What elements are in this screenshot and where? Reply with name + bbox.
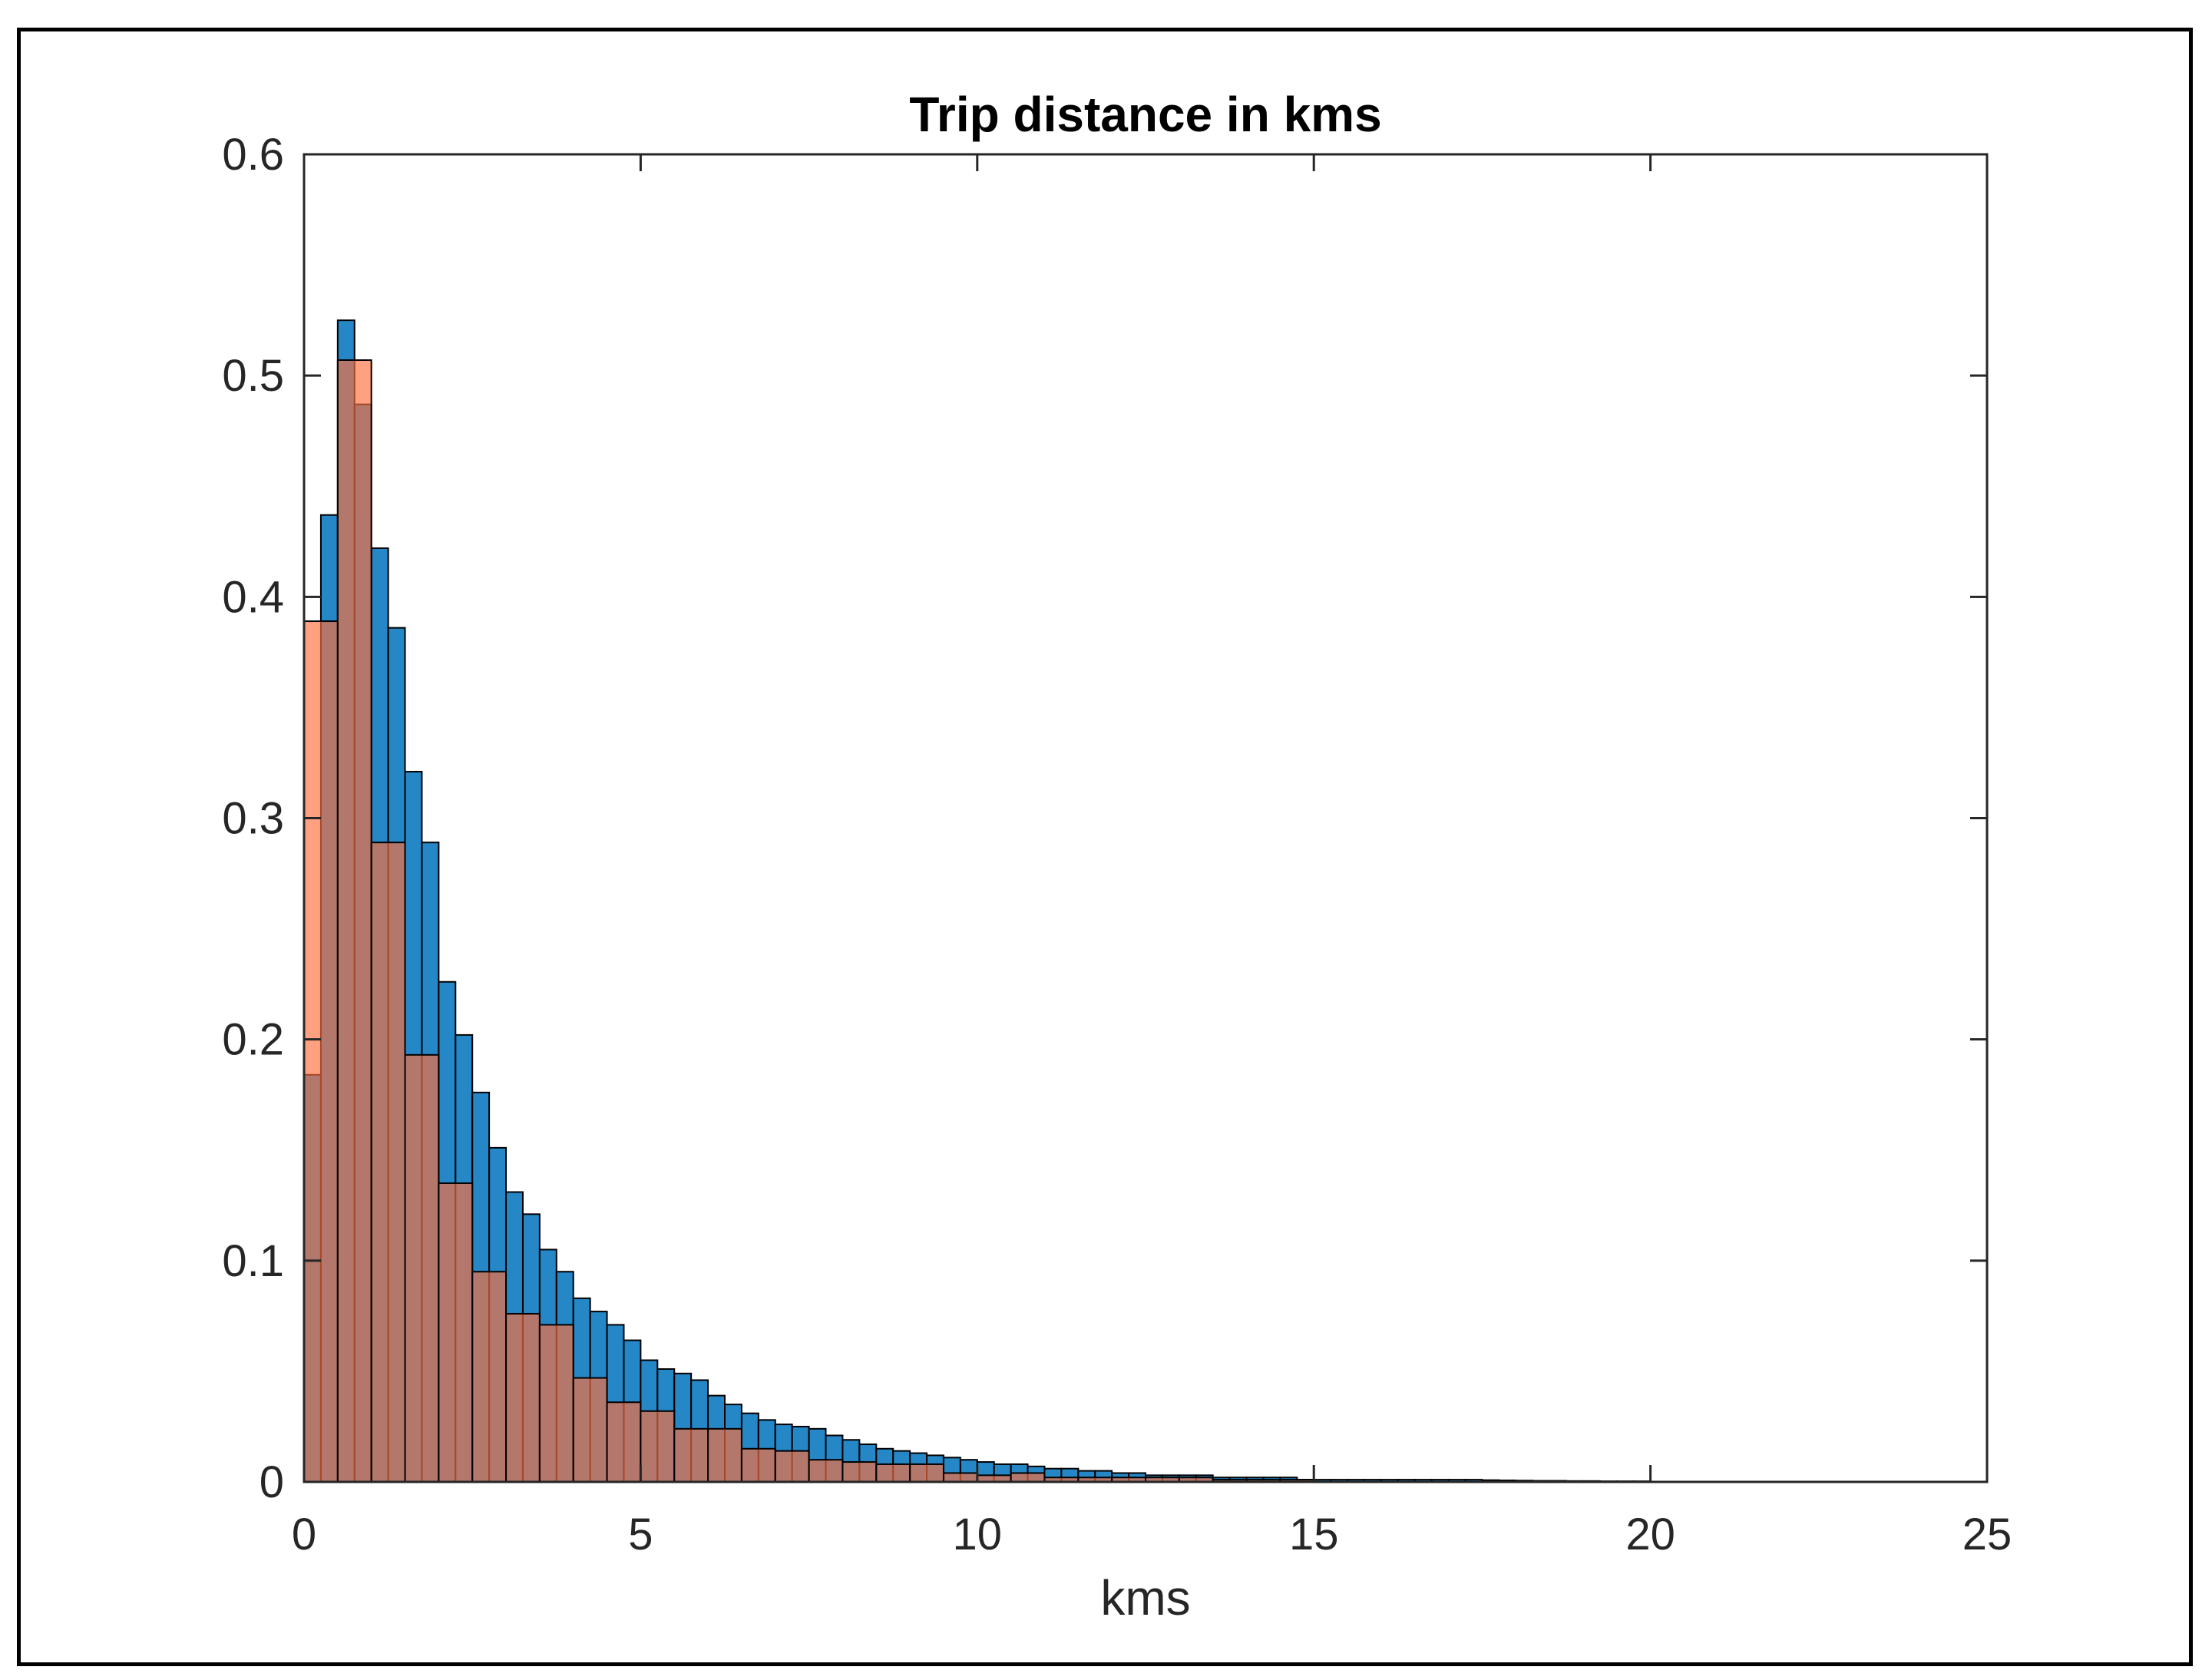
histogram-bar-series-2 — [471, 1271, 508, 1483]
x-tick-label: 5 — [628, 1510, 653, 1559]
histogram-bar-series-2 — [640, 1410, 676, 1483]
x-tick-label: 10 — [953, 1510, 1003, 1559]
chart-title: Trip distance in kms — [909, 87, 1381, 142]
y-tick-label: 0.4 — [222, 572, 284, 622]
figure-frame: 0 5 10 15 20 25 0 0.1 0.2 0.3 0.4 0.5 0.6 Trip dista… — [17, 28, 2193, 1666]
histogram-bar-series-2 — [942, 1472, 978, 1483]
x-axis-label: kms — [1100, 1570, 1190, 1625]
y-tick-label: 0.6 — [222, 130, 284, 180]
histogram-bar-series-2 — [774, 1450, 810, 1483]
histogram-bar-series-2 — [808, 1459, 844, 1483]
histogram-bar-series-2 — [336, 359, 372, 1483]
x-tick-label: 25 — [1962, 1510, 2012, 1559]
histogram-bar-series-2 — [841, 1461, 878, 1483]
y-tick-label: 0 — [260, 1457, 284, 1507]
histogram-bar-series-2 — [572, 1377, 608, 1483]
histogram-bar-series-2 — [438, 1182, 474, 1483]
y-tick-label: 0.5 — [222, 351, 284, 401]
histogram-bar-series-2 — [303, 620, 339, 1483]
histogram-bar-series-2 — [1010, 1472, 1046, 1483]
histogram-chart: 0 5 10 15 20 25 0 0.1 0.2 0.3 0.4 0.5 0.6 Trip dista… — [222, 87, 2012, 1625]
histogram-bar-series-2 — [606, 1401, 642, 1483]
histogram-bar-series-2 — [707, 1427, 742, 1483]
plot-area — [304, 154, 1987, 1482]
x-tick-label: 0 — [292, 1510, 316, 1559]
histogram-bar-series-2 — [673, 1427, 709, 1483]
histogram-bar-series-2 — [909, 1463, 944, 1483]
histogram-bar-series-2 — [875, 1463, 911, 1483]
x-tick-label: 20 — [1625, 1510, 1675, 1559]
histogram-bar-series-2 — [370, 842, 406, 1483]
histogram-bar-series-2 — [505, 1312, 541, 1483]
histogram-bar-series-2 — [404, 1053, 440, 1483]
histogram-bar-series-2 — [538, 1324, 574, 1483]
histogram-bar-series-2 — [740, 1447, 776, 1483]
ticks-layer — [303, 153, 1989, 1483]
y-tick-label: 0.1 — [222, 1236, 284, 1286]
x-tick-label: 15 — [1289, 1510, 1339, 1559]
y-tick-label: 0.2 — [222, 1015, 284, 1065]
y-tick-label: 0.3 — [222, 794, 284, 844]
tick-labels-layer: 0 5 10 15 20 25 0 0.1 0.2 0.3 0.4 0.5 0.6 — [222, 130, 2012, 1559]
